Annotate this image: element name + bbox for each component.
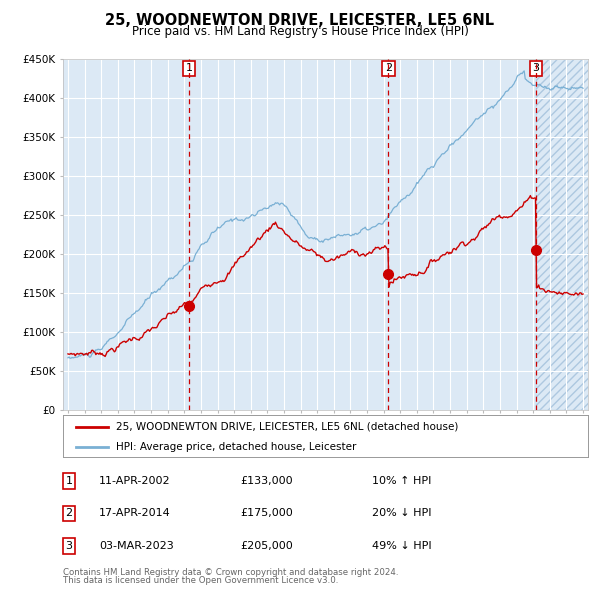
Text: This data is licensed under the Open Government Licence v3.0.: This data is licensed under the Open Gov… — [63, 576, 338, 585]
Text: 1: 1 — [65, 476, 73, 486]
Text: £133,000: £133,000 — [240, 476, 293, 486]
Text: £175,000: £175,000 — [240, 509, 293, 519]
Text: 10% ↑ HPI: 10% ↑ HPI — [372, 476, 431, 486]
Text: 17-APR-2014: 17-APR-2014 — [99, 509, 171, 519]
Text: 20% ↓ HPI: 20% ↓ HPI — [372, 509, 431, 519]
Text: Contains HM Land Registry data © Crown copyright and database right 2024.: Contains HM Land Registry data © Crown c… — [63, 568, 398, 577]
Text: Price paid vs. HM Land Registry's House Price Index (HPI): Price paid vs. HM Land Registry's House … — [131, 25, 469, 38]
Bar — [536, 59, 592, 410]
Text: 1: 1 — [185, 63, 193, 73]
Text: 3: 3 — [532, 63, 539, 73]
Text: 2: 2 — [385, 63, 392, 73]
Text: 25, WOODNEWTON DRIVE, LEICESTER, LE5 6NL (detached house): 25, WOODNEWTON DRIVE, LEICESTER, LE5 6NL… — [115, 422, 458, 432]
Text: 25, WOODNEWTON DRIVE, LEICESTER, LE5 6NL: 25, WOODNEWTON DRIVE, LEICESTER, LE5 6NL — [106, 13, 494, 28]
Text: HPI: Average price, detached house, Leicester: HPI: Average price, detached house, Leic… — [115, 442, 356, 451]
Text: 2: 2 — [65, 509, 73, 519]
Text: 03-MAR-2023: 03-MAR-2023 — [99, 541, 174, 551]
Text: 49% ↓ HPI: 49% ↓ HPI — [372, 541, 431, 551]
Text: 3: 3 — [65, 541, 73, 551]
Text: 11-APR-2002: 11-APR-2002 — [99, 476, 170, 486]
Text: £205,000: £205,000 — [240, 541, 293, 551]
Bar — [536, 59, 592, 410]
